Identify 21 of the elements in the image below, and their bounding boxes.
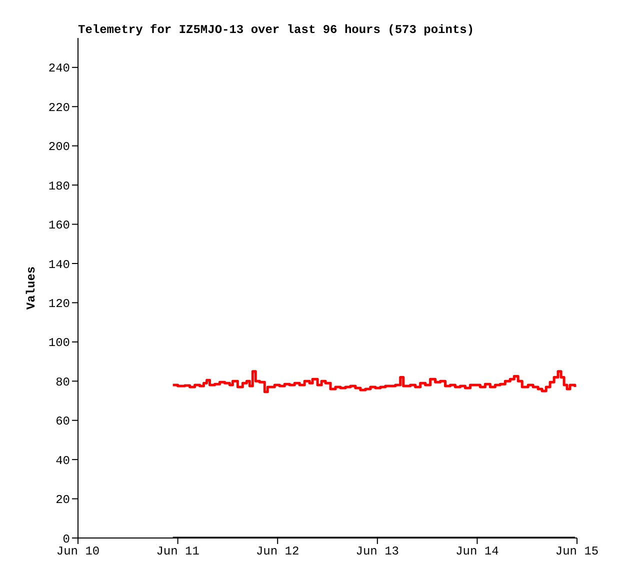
x-tick-label: Jun 12 (256, 544, 300, 559)
y-axis-title: Values (24, 266, 38, 310)
y-tick-label: 200 (48, 140, 70, 154)
y-tick-label: 60 (56, 414, 70, 429)
y-tick-label: 180 (48, 179, 70, 194)
y-tick-label: 140 (48, 258, 70, 272)
y-tick-label: 20 (56, 493, 70, 508)
x-tick-label: Jun 14 (456, 544, 499, 559)
x-tick-label: Jun 10 (56, 544, 100, 559)
y-tick-label: 40 (56, 454, 70, 468)
x-tick-label: Jun 13 (356, 544, 400, 559)
y-tick-label: 120 (48, 296, 70, 311)
x-tick-label: Jun 11 (156, 544, 200, 559)
y-tick-label: 160 (48, 218, 70, 233)
y-tick-label: 80 (56, 375, 70, 390)
y-tick-label: 220 (48, 100, 70, 115)
y-tick-label: 240 (48, 62, 70, 76)
chart-title: Telemetry for IZ5MJO-13 over last 96 hours (573 points) (78, 23, 474, 37)
y-tick-label: 100 (48, 336, 70, 350)
x-tick-label: Jun 15 (555, 544, 599, 559)
y-tick-label: 0 (62, 532, 70, 546)
